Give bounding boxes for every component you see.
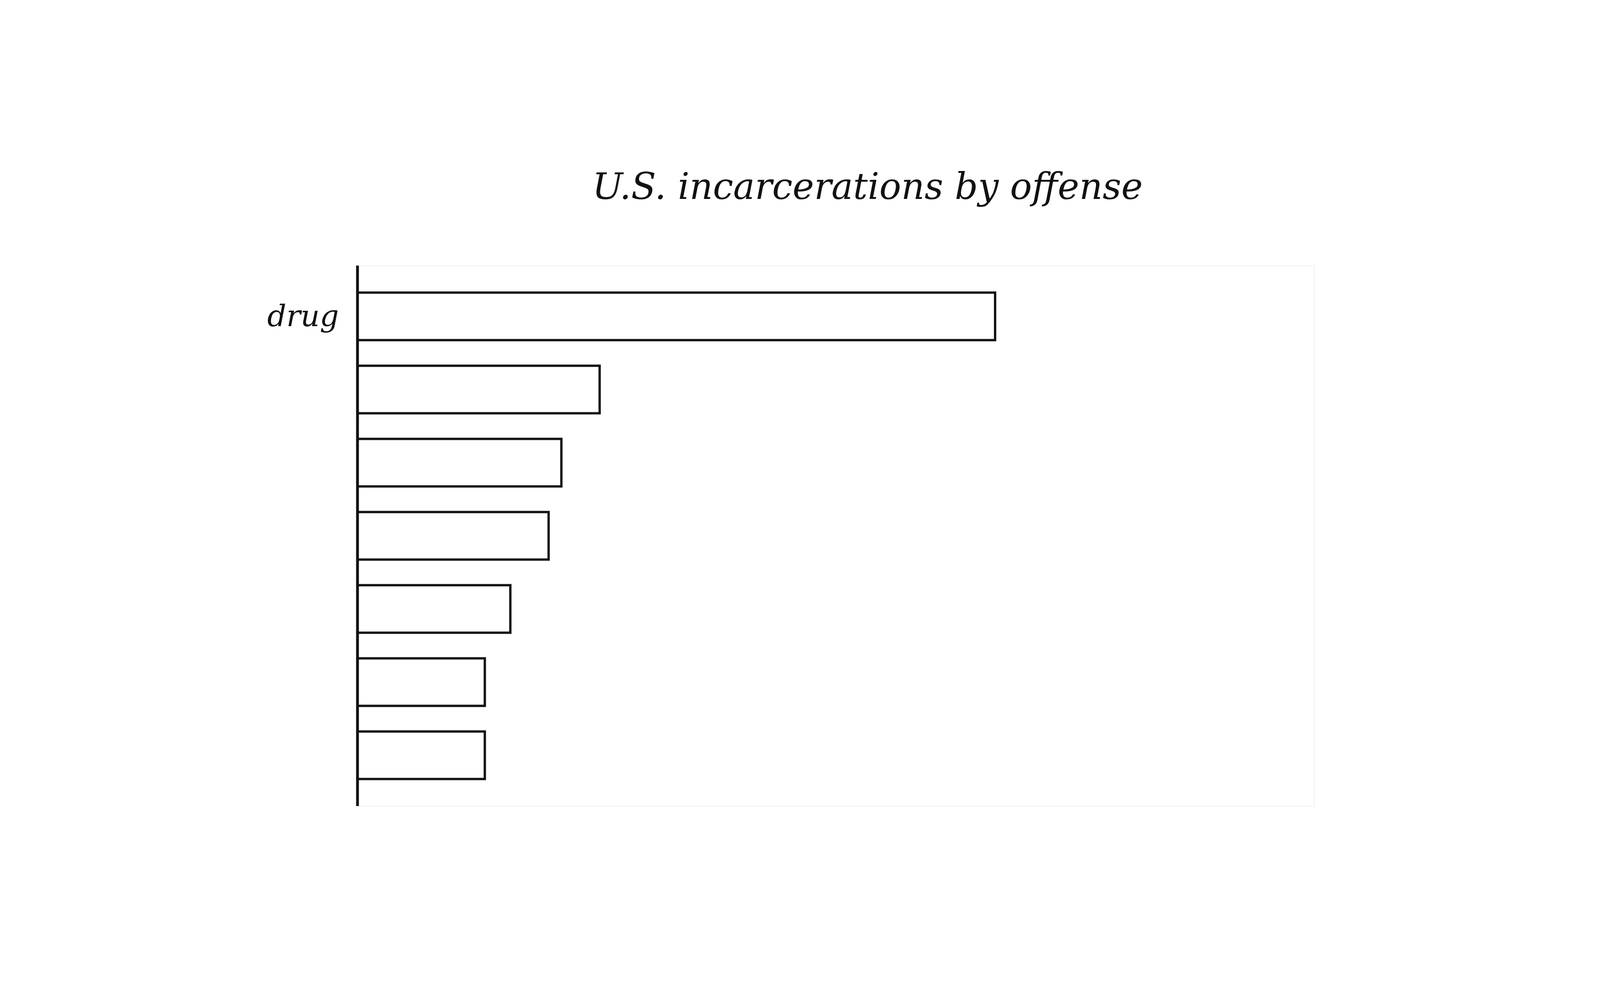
svg-text:drug: drug: [267, 298, 340, 334]
html-text:U.S. incarcerations by offense: U.S. incarcerations by offense: [592, 165, 1143, 208]
